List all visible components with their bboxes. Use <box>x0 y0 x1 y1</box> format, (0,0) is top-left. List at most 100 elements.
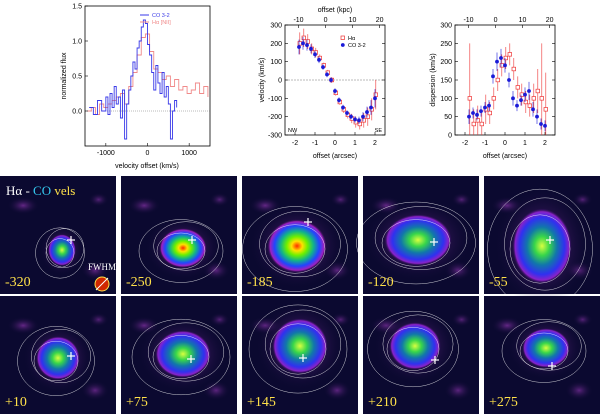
x-tick-label: 0 <box>146 150 150 157</box>
ha-point <box>515 85 520 90</box>
map-tile: +210 <box>363 296 479 414</box>
x-tick-label: 1 <box>523 140 527 147</box>
ha-point <box>495 77 500 83</box>
x-tick-label: 2 <box>543 140 547 147</box>
co-point <box>503 63 507 68</box>
co-contour <box>147 322 225 382</box>
spectrum-xlabel: velocity offset (km/s) <box>115 163 179 170</box>
map-tile: -55 <box>484 176 600 310</box>
fwhm-beam: FWHM <box>88 262 116 292</box>
co-point <box>321 65 325 70</box>
co-contour <box>138 219 224 283</box>
ha-point <box>479 121 484 127</box>
co-contour <box>153 221 219 271</box>
velocity-top-label: offset (kpc) <box>318 7 353 14</box>
velocity-label: +275 <box>489 395 518 410</box>
header-co: CO <box>33 183 51 198</box>
emission-blob <box>155 330 211 378</box>
ha-spectrum-line <box>87 33 209 115</box>
co-contour <box>269 323 327 375</box>
noise-patch <box>572 192 593 207</box>
velocity-xlabel: offset (arcsec) <box>313 153 357 160</box>
co-contour <box>152 335 210 379</box>
co-point <box>487 103 491 108</box>
y-tick-label: -100 <box>268 96 282 103</box>
velocity-y-ticks: -300 -200 -100 0 100 200 300 <box>268 23 385 140</box>
co-point <box>369 105 373 110</box>
map-tile: -320 <box>0 176 116 294</box>
co-point <box>519 98 523 103</box>
ha-point <box>539 96 544 101</box>
co-point <box>349 114 353 119</box>
noise-patch <box>81 260 110 281</box>
map-tile: -120 <box>356 176 479 294</box>
velocity-label: -320 <box>5 275 31 290</box>
y-tick-label: 50 <box>444 114 452 121</box>
dispersion-ha-points <box>467 43 548 135</box>
co-contour <box>17 326 95 396</box>
co-contour <box>374 206 468 270</box>
co-point <box>297 45 301 49</box>
co-point <box>527 89 531 93</box>
noise-patch <box>7 316 40 335</box>
x-tick-label: -1 <box>312 140 318 147</box>
emission-blob <box>159 228 207 268</box>
co-point <box>341 105 345 110</box>
ha-point <box>471 121 476 127</box>
co-point <box>309 46 313 51</box>
y-tick-label: 250 <box>440 41 452 48</box>
co-point <box>337 98 341 103</box>
co-contour <box>264 309 342 379</box>
legend-ha-marker <box>340 35 345 40</box>
co-contour <box>386 327 440 371</box>
map-grid: -320 -250 -185 -120 -55 +10 +75 +145 +210 +275 Hα… <box>0 176 600 414</box>
velocity-label: +10 <box>5 395 27 410</box>
co-contour <box>242 206 348 292</box>
y-tick-label: 0.5 <box>72 74 82 81</box>
map-tile: +145 <box>242 296 358 414</box>
co-contour <box>382 314 454 374</box>
co-contour <box>501 319 587 383</box>
co-point <box>479 109 483 114</box>
ha-point <box>357 121 362 127</box>
co-point <box>511 96 515 101</box>
dispersion-co-points <box>467 48 547 132</box>
velocity-label: +210 <box>368 395 397 410</box>
co-contour <box>31 329 91 383</box>
noise-patch <box>451 192 472 207</box>
header-sep: - <box>22 183 33 198</box>
ha-point <box>487 110 492 116</box>
x-tick-label: -2 <box>462 140 468 147</box>
co-contour <box>45 238 75 268</box>
ha-point <box>535 88 540 94</box>
map-tiles: -320 -250 -185 -120 -55 +10 +75 +145 +210 +275 <box>0 176 600 414</box>
co-contour <box>33 340 79 382</box>
emission-blob <box>272 318 328 374</box>
header-vels: vels <box>51 183 75 198</box>
co-spectrum-line <box>89 19 178 140</box>
x-tick-label: -1 <box>482 140 488 147</box>
co-point <box>333 89 337 93</box>
velocity-label: -55 <box>489 275 508 290</box>
co-point <box>329 78 333 82</box>
co-point <box>301 41 305 46</box>
velocity-co-points <box>297 36 377 124</box>
ha-point <box>503 55 508 61</box>
emission-blob <box>389 322 441 370</box>
co-point <box>345 111 349 115</box>
emission-blob <box>522 328 570 368</box>
ha-point <box>499 63 504 68</box>
ha-point <box>365 114 370 119</box>
dispersion-x-ticks: -2 -1 0 1 2 <box>462 132 547 147</box>
ha-point <box>543 107 548 112</box>
velocity-label: +145 <box>247 395 276 410</box>
noise-patch <box>323 380 352 401</box>
ha-point <box>475 118 480 123</box>
velocity-x-ticks: -2 -1 0 1 2 <box>292 132 377 147</box>
co-point <box>531 107 535 112</box>
co-point <box>467 114 471 119</box>
ha-point <box>531 96 536 101</box>
co-point <box>325 72 329 77</box>
co-point <box>539 122 543 126</box>
co-contour <box>516 321 582 371</box>
